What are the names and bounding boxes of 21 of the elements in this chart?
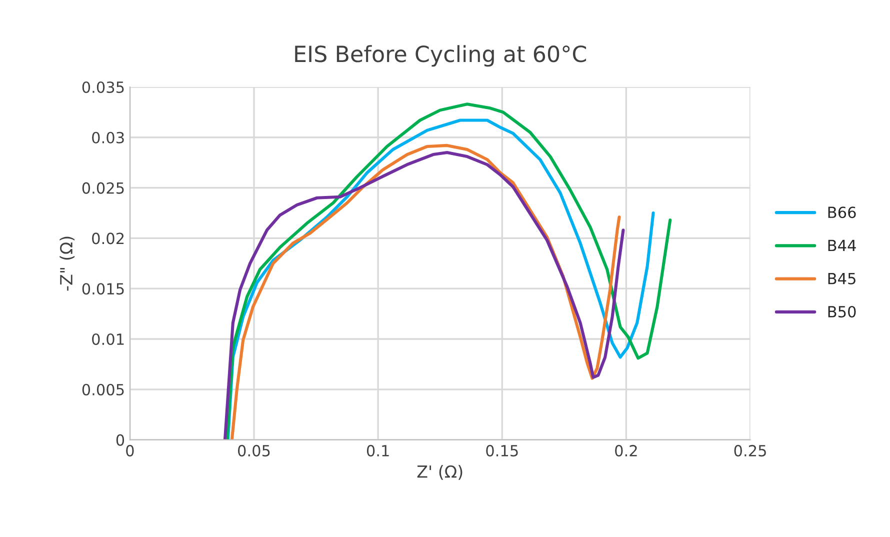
x-axis-title: Z' (Ω) <box>417 465 462 480</box>
y-tick-label: 0.025 <box>82 182 124 194</box>
x-tick-label: 0.1 <box>366 444 389 456</box>
x-tick-label: 0.05 <box>238 444 270 456</box>
y-tick-label: 0.02 <box>92 232 124 244</box>
chart-title: EIS Before Cycling at 60°C <box>295 45 586 67</box>
y-tick-label: 0.03 <box>92 132 124 144</box>
y-tick-label: 0.01 <box>92 333 124 346</box>
legend-label: B50 <box>828 306 856 318</box>
x-tick-label: 0.2 <box>615 444 637 456</box>
y-tick-label: 0.015 <box>82 283 124 295</box>
legend-label: B44 <box>828 240 856 252</box>
x-tick-label: 0.15 <box>486 444 518 456</box>
y-tick-label: 0.005 <box>82 384 124 396</box>
x-tick-label: 0.25 <box>734 444 766 456</box>
legend-label: B66 <box>828 206 856 218</box>
legend-label: B45 <box>828 273 856 284</box>
y-tick-label: 0.035 <box>82 81 124 94</box>
x-tick-label: 0 <box>126 444 134 456</box>
y-axis-title: -Z" (Ω) <box>60 236 75 291</box>
y-tick-label: 0 <box>116 434 124 446</box>
